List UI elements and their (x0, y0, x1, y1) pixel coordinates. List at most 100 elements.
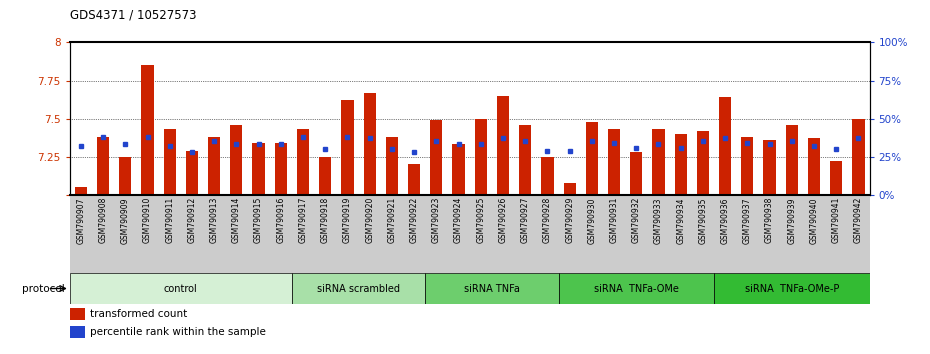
Text: GSM790941: GSM790941 (831, 197, 841, 244)
Bar (470, 195, 492, 273)
Bar (114, 195, 137, 273)
Text: transformed count: transformed count (90, 309, 187, 319)
Bar (780, 195, 803, 273)
Text: GSM790917: GSM790917 (299, 197, 308, 244)
Bar (852, 119, 865, 195)
Bar (70, 273, 292, 304)
Bar (314, 195, 337, 273)
Text: GSM790907: GSM790907 (76, 197, 86, 244)
Text: protocol: protocol (22, 284, 65, 293)
Bar (364, 93, 376, 195)
Text: GSM790910: GSM790910 (143, 197, 152, 244)
Bar (741, 137, 753, 195)
Bar (608, 129, 620, 195)
Text: GSM790923: GSM790923 (432, 197, 441, 244)
Text: GSM790922: GSM790922 (409, 197, 418, 243)
Text: GSM790942: GSM790942 (854, 197, 863, 244)
Bar (559, 273, 714, 304)
Text: GSM790912: GSM790912 (188, 197, 196, 243)
Bar (225, 195, 247, 273)
Text: GSM790919: GSM790919 (343, 197, 352, 244)
Bar (425, 273, 559, 304)
Bar (537, 195, 559, 273)
Text: GSM790938: GSM790938 (765, 197, 774, 244)
Bar (474, 119, 487, 195)
Text: GSM790918: GSM790918 (321, 197, 330, 243)
Bar (274, 143, 287, 195)
Bar (164, 129, 176, 195)
Bar (97, 137, 109, 195)
Text: GSM790930: GSM790930 (588, 197, 596, 244)
Text: GSM790933: GSM790933 (654, 197, 663, 244)
Bar (380, 195, 403, 273)
Bar (180, 195, 203, 273)
Bar (270, 195, 292, 273)
Bar (825, 195, 847, 273)
Bar (159, 195, 180, 273)
Text: GSM790911: GSM790911 (166, 197, 174, 243)
Bar (580, 195, 603, 273)
Bar (808, 138, 820, 195)
Bar (541, 157, 553, 195)
Text: GSM790921: GSM790921 (388, 197, 396, 243)
Bar (119, 157, 131, 195)
Bar (786, 125, 798, 195)
Text: GSM790913: GSM790913 (209, 197, 219, 244)
Bar (292, 273, 425, 304)
Bar (737, 195, 759, 273)
Bar (692, 195, 714, 273)
Bar (186, 150, 198, 195)
Text: control: control (164, 284, 198, 293)
Text: GSM790936: GSM790936 (721, 197, 730, 244)
Bar (425, 195, 447, 273)
Bar (341, 100, 353, 195)
Text: GSM790929: GSM790929 (565, 197, 574, 244)
Text: GSM790920: GSM790920 (365, 197, 374, 244)
Bar (447, 195, 470, 273)
Text: GSM790935: GSM790935 (698, 197, 708, 244)
Bar (337, 195, 359, 273)
Text: GSM790927: GSM790927 (521, 197, 530, 244)
Text: GSM790932: GSM790932 (631, 197, 641, 244)
Text: GSM790926: GSM790926 (498, 197, 508, 244)
Bar (514, 195, 537, 273)
Text: GSM790914: GSM790914 (232, 197, 241, 244)
Bar (697, 131, 709, 195)
Bar (564, 183, 576, 195)
Bar (603, 195, 625, 273)
Bar (652, 129, 665, 195)
Text: GSM790939: GSM790939 (788, 197, 796, 244)
Bar (408, 164, 420, 195)
Bar (497, 96, 509, 195)
Text: siRNA TNFa: siRNA TNFa (464, 284, 520, 293)
Text: GSM790915: GSM790915 (254, 197, 263, 244)
Bar (847, 195, 870, 273)
Text: GSM790931: GSM790931 (609, 197, 618, 244)
Bar (70, 195, 92, 273)
Bar (559, 195, 580, 273)
Bar (137, 195, 159, 273)
Bar (830, 161, 843, 195)
Bar (586, 122, 598, 195)
Text: siRNA  TNFa-OMe-P: siRNA TNFa-OMe-P (745, 284, 839, 293)
Bar (764, 140, 776, 195)
Text: GSM790924: GSM790924 (454, 197, 463, 244)
Bar (452, 144, 465, 195)
Bar (519, 125, 531, 195)
Bar (252, 143, 265, 195)
Text: GSM790909: GSM790909 (121, 197, 130, 244)
Bar (70, 326, 86, 338)
Bar (292, 195, 314, 273)
Bar (803, 195, 825, 273)
Bar (297, 129, 309, 195)
Text: percentile rank within the sample: percentile rank within the sample (90, 327, 266, 337)
Bar (70, 308, 86, 320)
Bar (492, 195, 514, 273)
Text: GSM790940: GSM790940 (809, 197, 818, 244)
Bar (231, 125, 243, 195)
Text: GSM790925: GSM790925 (476, 197, 485, 244)
Text: GSM790934: GSM790934 (676, 197, 685, 244)
Bar (208, 137, 220, 195)
Text: siRNA  TNFa-OMe: siRNA TNFa-OMe (594, 284, 679, 293)
Bar (625, 195, 647, 273)
